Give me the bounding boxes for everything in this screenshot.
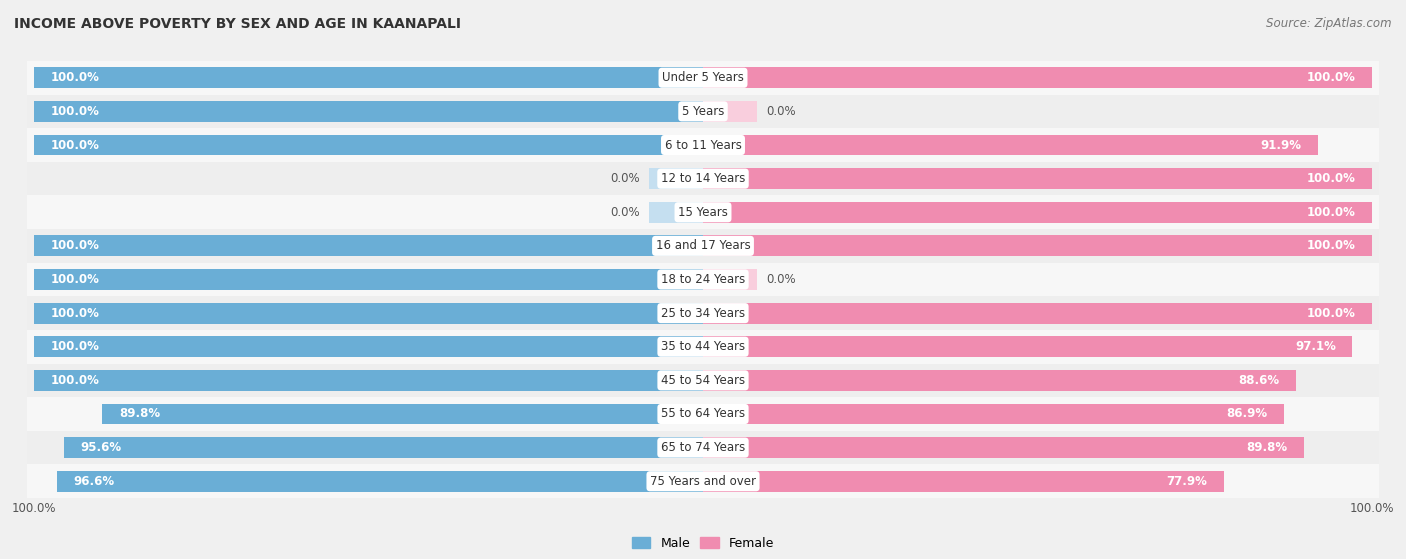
Text: 100.0%: 100.0% <box>1306 239 1355 252</box>
Text: 100.0%: 100.0% <box>1306 307 1355 320</box>
Text: 91.9%: 91.9% <box>1260 139 1301 151</box>
Text: 0.0%: 0.0% <box>766 105 796 118</box>
Text: 89.8%: 89.8% <box>120 408 160 420</box>
Text: 95.6%: 95.6% <box>80 441 121 454</box>
Text: 100.0%: 100.0% <box>51 340 100 353</box>
Text: 88.6%: 88.6% <box>1237 374 1279 387</box>
Text: 5 Years: 5 Years <box>682 105 724 118</box>
Legend: Male, Female: Male, Female <box>627 532 779 555</box>
Text: 100.0%: 100.0% <box>51 139 100 151</box>
Bar <box>703 67 1372 88</box>
Text: 100.0%: 100.0% <box>1306 172 1355 185</box>
Bar <box>34 269 703 290</box>
Text: 0.0%: 0.0% <box>610 206 640 219</box>
Bar <box>703 202 1372 222</box>
Text: 100.0%: 100.0% <box>51 374 100 387</box>
Bar <box>63 437 703 458</box>
Text: 100.0%: 100.0% <box>51 71 100 84</box>
Bar <box>28 431 1378 465</box>
Bar <box>703 101 756 122</box>
Text: 16 and 17 Years: 16 and 17 Years <box>655 239 751 252</box>
Bar <box>703 471 1225 492</box>
Bar <box>703 370 1295 391</box>
Bar <box>650 202 703 222</box>
Bar <box>34 235 703 256</box>
Text: 65 to 74 Years: 65 to 74 Years <box>661 441 745 454</box>
Bar <box>56 471 703 492</box>
Bar <box>103 404 703 424</box>
Bar <box>28 363 1378 397</box>
Text: 0.0%: 0.0% <box>610 172 640 185</box>
Bar <box>28 263 1378 296</box>
Text: 6 to 11 Years: 6 to 11 Years <box>665 139 741 151</box>
Text: 97.1%: 97.1% <box>1295 340 1336 353</box>
Text: 25 to 34 Years: 25 to 34 Years <box>661 307 745 320</box>
Bar <box>28 465 1378 498</box>
Text: 12 to 14 Years: 12 to 14 Years <box>661 172 745 185</box>
Bar <box>34 67 703 88</box>
Text: Source: ZipAtlas.com: Source: ZipAtlas.com <box>1267 17 1392 30</box>
Bar <box>28 94 1378 128</box>
Text: 75 Years and over: 75 Years and over <box>650 475 756 488</box>
Bar <box>703 404 1284 424</box>
Bar <box>34 101 703 122</box>
Bar <box>34 337 703 357</box>
Bar <box>28 128 1378 162</box>
Bar <box>703 303 1372 324</box>
Bar <box>28 330 1378 363</box>
Text: 15 Years: 15 Years <box>678 206 728 219</box>
Bar <box>28 229 1378 263</box>
Text: 100.0%: 100.0% <box>1350 503 1395 515</box>
Text: 18 to 24 Years: 18 to 24 Years <box>661 273 745 286</box>
Text: 100.0%: 100.0% <box>51 105 100 118</box>
Bar <box>703 168 1372 189</box>
Text: 55 to 64 Years: 55 to 64 Years <box>661 408 745 420</box>
Text: 100.0%: 100.0% <box>1306 206 1355 219</box>
Bar <box>28 296 1378 330</box>
Text: 100.0%: 100.0% <box>1306 71 1355 84</box>
Bar <box>28 162 1378 196</box>
Bar <box>34 303 703 324</box>
Text: 100.0%: 100.0% <box>51 239 100 252</box>
Bar <box>703 235 1372 256</box>
Text: 89.8%: 89.8% <box>1246 441 1286 454</box>
Text: Under 5 Years: Under 5 Years <box>662 71 744 84</box>
Bar <box>703 437 1303 458</box>
Bar <box>703 337 1353 357</box>
Text: 0.0%: 0.0% <box>766 273 796 286</box>
Text: 77.9%: 77.9% <box>1167 475 1208 488</box>
Bar <box>650 168 703 189</box>
Text: 100.0%: 100.0% <box>51 273 100 286</box>
Text: INCOME ABOVE POVERTY BY SEX AND AGE IN KAANAPALI: INCOME ABOVE POVERTY BY SEX AND AGE IN K… <box>14 17 461 31</box>
Bar <box>34 135 703 155</box>
Bar <box>703 269 756 290</box>
Bar <box>703 135 1317 155</box>
Bar <box>28 61 1378 94</box>
Bar <box>28 196 1378 229</box>
Text: 86.9%: 86.9% <box>1226 408 1268 420</box>
Text: 96.6%: 96.6% <box>73 475 115 488</box>
Bar <box>28 397 1378 431</box>
Text: 100.0%: 100.0% <box>51 307 100 320</box>
Text: 45 to 54 Years: 45 to 54 Years <box>661 374 745 387</box>
Text: 35 to 44 Years: 35 to 44 Years <box>661 340 745 353</box>
Text: 100.0%: 100.0% <box>11 503 56 515</box>
Bar <box>34 370 703 391</box>
